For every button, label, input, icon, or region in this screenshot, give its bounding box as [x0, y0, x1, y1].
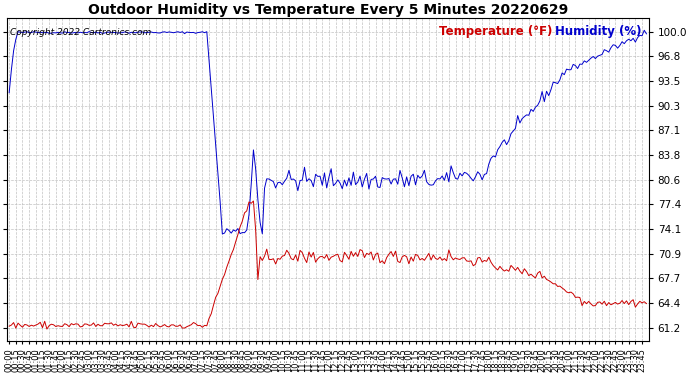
Legend: Temperature (°F), Humidity (%): Temperature (°F), Humidity (%) [438, 24, 643, 39]
Title: Outdoor Humidity vs Temperature Every 5 Minutes 20220629: Outdoor Humidity vs Temperature Every 5 … [88, 3, 568, 17]
Text: Copyright 2022 Cartronics.com: Copyright 2022 Cartronics.com [10, 28, 151, 37]
